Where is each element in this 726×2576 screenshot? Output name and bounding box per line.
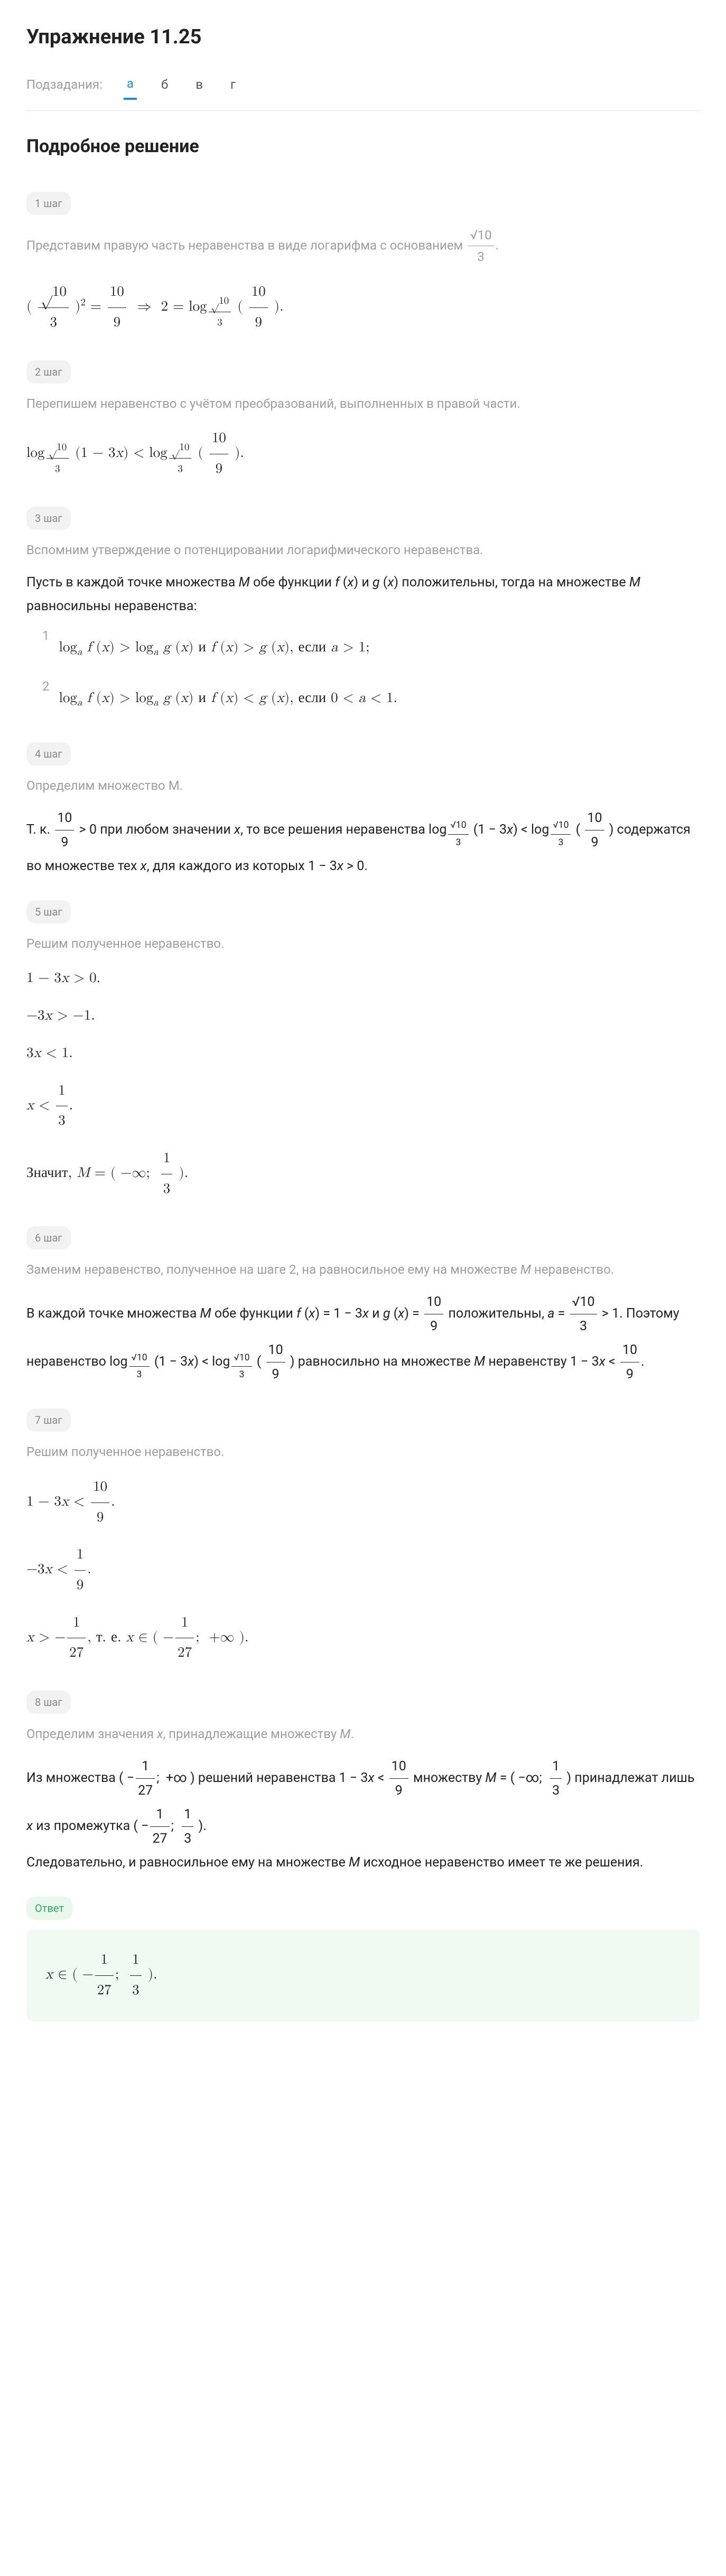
step1-intro: Представим правую часть неравенства в ви… <box>26 225 700 268</box>
step-badge-7: 7 шаг <box>26 1408 71 1432</box>
theorem-item-1: 1 loga f (x) > loga g (x) и f (x) > g (x… <box>42 626 700 670</box>
divider <box>26 110 700 111</box>
step5-line1: 1 − 3x > 0. <box>26 964 700 994</box>
step5-line3: 3x < 1. <box>26 1039 700 1069</box>
step-badge-1: 1 шаг <box>26 192 71 215</box>
tab-a[interactable]: а <box>124 69 137 100</box>
answer-math: x ∈ ( −127; 13 ). <box>45 1967 157 1982</box>
step-badge-5: 5 шаг <box>26 900 71 923</box>
step7-line3: x > −127, т. е. x ∈ ( −127; +∞ ). <box>26 1608 700 1668</box>
tab-v[interactable]: в <box>192 70 206 99</box>
step7-line1: 1 − 3x < 109. <box>26 1472 700 1533</box>
theorem-item-2: 2 loga f (x) > loga g (x) и f (x) < g (x… <box>42 676 700 721</box>
answer-badge: Ответ <box>26 1897 72 1920</box>
step-badge-3: 3 шаг <box>26 507 71 530</box>
step4-intro: Определим множество M. <box>26 775 700 797</box>
step-badge-6: 6 шаг <box>26 1226 71 1249</box>
step5-intro: Решим полученное неравенство. <box>26 933 700 955</box>
tab-b[interactable]: б <box>158 70 171 99</box>
step8-text: Из множества ( −127; +∞ ) решений нераве… <box>26 1754 700 1874</box>
step5-line2: −3x > −1. <box>26 1001 700 1031</box>
step3-text: Пусть в каждой точке множества M обе фун… <box>26 571 700 618</box>
step7-intro: Решим полученное неравенство. <box>26 1441 700 1463</box>
theorem-1-text: loga f (x) > loga g (x) и f (x) > g (x),… <box>59 633 370 663</box>
step-badge-4: 4 шаг <box>26 742 71 766</box>
step4-text: Т. к. 109 > 0 при любом значении x, то в… <box>26 806 700 878</box>
subtasks-label: Подзадания: <box>26 74 103 95</box>
exercise-title: Упражнение 11.25 <box>26 21 700 53</box>
step3-intro: Вспомним утверждение о потенцировании ло… <box>26 539 700 561</box>
section-title: Подробное решение <box>26 132 700 161</box>
list-num: 2 <box>42 676 50 721</box>
step6-intro: Заменим неравенство, полученное на шаге … <box>26 1259 700 1281</box>
theorem-list: 1 loga f (x) > loga g (x) и f (x) > g (x… <box>26 626 700 721</box>
step7-line2: −3x < 19. <box>26 1540 700 1600</box>
step5-line4: x < 13. <box>26 1076 700 1136</box>
step6-text: В каждой точке множества M обе функции f… <box>26 1290 700 1386</box>
step5-line5: Значит, M = ( −∞; 13 ). <box>26 1144 700 1204</box>
step2-intro: Перепишем неравенство с учётом преобразо… <box>26 393 700 415</box>
step-badge-2: 2 шаг <box>26 360 71 384</box>
answer-box: x ∈ ( −127; 13 ). <box>26 1929 700 2021</box>
tab-g[interactable]: г <box>227 70 239 99</box>
step-badge-8: 8 шаг <box>26 1691 71 1714</box>
step2-math: log√103 (1 − 3x) < log√103 ( 109 ). <box>26 424 700 484</box>
theorem-2-text: loga f (x) > loga g (x) и f (x) < g (x),… <box>59 684 398 714</box>
list-num: 1 <box>42 626 50 670</box>
step8-intro: Определим значения x, принадлежащие множ… <box>26 1723 700 1745</box>
subtask-row: Подзадания: а б в г <box>26 69 700 100</box>
step1-math: ( √103 )2 = 109 ⇒ 2 = log√103 ( 109 ). <box>26 277 700 338</box>
